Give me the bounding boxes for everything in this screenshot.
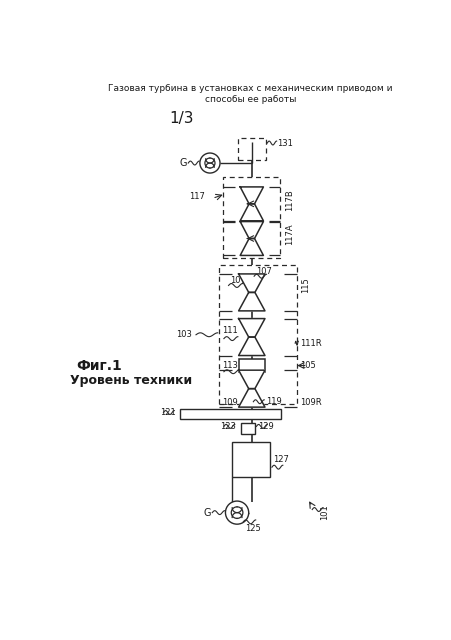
Text: 117B: 117B [285, 189, 294, 211]
Text: 131: 131 [276, 138, 292, 147]
Text: 117: 117 [188, 191, 204, 201]
Text: 101: 101 [319, 504, 328, 520]
Polygon shape [238, 370, 264, 388]
Text: 109R: 109R [299, 398, 321, 407]
Circle shape [199, 153, 220, 173]
Text: Фиг.1: Фиг.1 [76, 358, 121, 372]
Polygon shape [239, 239, 263, 255]
Polygon shape [238, 292, 264, 311]
Polygon shape [238, 319, 264, 337]
Text: 117A: 117A [285, 224, 294, 246]
Bar [219, 266, 296, 404]
Text: 115: 115 [301, 277, 310, 292]
Text: 121: 121 [160, 408, 175, 417]
Text: G: G [179, 158, 187, 168]
Text: 125: 125 [244, 524, 260, 532]
Text: 111R: 111R [299, 339, 321, 348]
Polygon shape [238, 388, 264, 407]
Polygon shape [238, 337, 264, 356]
Text: 107: 107 [255, 267, 271, 276]
Bar [180, 410, 281, 419]
Polygon shape [239, 221, 263, 239]
Text: 105: 105 [299, 361, 315, 370]
Text: G: G [203, 508, 211, 518]
Polygon shape [239, 204, 263, 221]
Bar [240, 423, 254, 434]
Text: 109: 109 [222, 398, 238, 407]
Bar [238, 360, 264, 372]
Circle shape [225, 501, 248, 524]
Text: Уровень техники: Уровень техники [70, 374, 192, 387]
Text: 127: 127 [273, 455, 289, 464]
Bar [223, 177, 280, 258]
Text: 129: 129 [258, 422, 273, 431]
Text: 123: 123 [220, 422, 236, 431]
Polygon shape [239, 187, 263, 204]
Text: 103: 103 [176, 330, 192, 339]
Bar [231, 442, 270, 477]
Polygon shape [238, 274, 264, 292]
Text: 113: 113 [222, 361, 238, 370]
Text: 119: 119 [265, 397, 281, 406]
Text: 107R: 107R [230, 276, 251, 285]
Text: 1/3: 1/3 [170, 111, 194, 126]
Text: Газовая турбина в установках с механическим приводом и
способы ее работы: Газовая турбина в установках с механичес… [108, 84, 391, 104]
Text: 111: 111 [222, 326, 238, 335]
Bar [237, 138, 265, 160]
